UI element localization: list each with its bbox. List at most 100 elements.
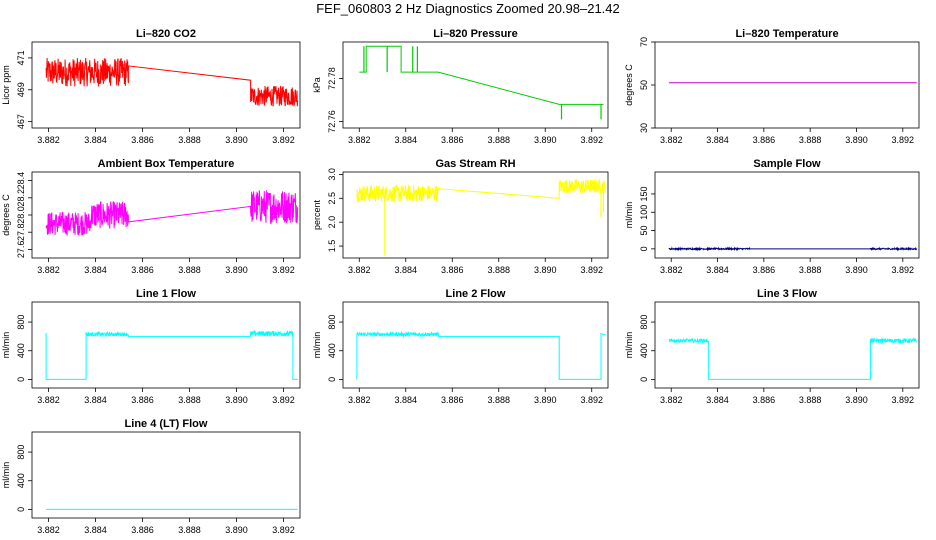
chart-title: Li–820 CO2 (136, 28, 196, 40)
y-tick-label: 469 (16, 82, 26, 97)
x-tick-label: 3.882 (348, 395, 371, 405)
x-tick-label: 3.882 (37, 265, 60, 275)
x-tick-label: 3.884 (84, 135, 107, 145)
chart-title: Line 3 Flow (757, 288, 817, 300)
plot-frame (342, 171, 609, 259)
chart-panel-1: Li–820 CO2 Licor ppm 3.882 3.884 3.886 3.888 3… (1, 28, 301, 145)
x-tick-label: 3.886 (131, 525, 154, 535)
plot-frame (31, 431, 301, 519)
chart-panel-2: Li–820 Pressure kPa 3.882 3.884 3.886 3.888 3.… (312, 28, 609, 145)
data-series-line (359, 45, 604, 105)
x-tick-label: 3.892 (580, 135, 603, 145)
y-tick-label: 467 (16, 114, 26, 129)
data-series-line (45, 329, 298, 380)
data-series-line (668, 246, 918, 252)
y-tick-label: 0 (639, 246, 649, 251)
y-axis-label: degrees C (624, 64, 634, 106)
plot-frame (654, 171, 920, 259)
x-tick-label: 3.892 (892, 395, 915, 405)
y-tick-label: 150 (639, 186, 649, 201)
chart-title: Li–820 Temperature (735, 28, 838, 40)
y-tick-label: 2.5 (327, 192, 337, 205)
x-tick-label: 3.882 (660, 265, 683, 275)
y-tick-label: 400 (16, 473, 26, 488)
chart-title: Gas Stream RH (435, 158, 515, 170)
x-tick-label: 3.888 (487, 395, 510, 405)
y-tick-label: 72.78 (327, 67, 337, 90)
x-tick-label: 3.892 (272, 265, 295, 275)
chart-title: Sample Flow (753, 158, 821, 170)
chart-title: Ambient Box Temperature (98, 158, 235, 170)
y-tick-label: 400 (327, 343, 337, 358)
plot-frame (342, 301, 609, 389)
chart-title: Line 1 Flow (136, 288, 196, 300)
x-tick-label: 3.882 (660, 395, 683, 405)
x-tick-label: 3.884 (394, 135, 417, 145)
x-tick-label: 3.886 (441, 395, 464, 405)
y-tick-label: 3.0 (327, 168, 337, 181)
x-tick-label: 3.884 (706, 265, 729, 275)
y-axis-label: degrees C (1, 194, 11, 236)
x-tick-label: 3.890 (845, 395, 868, 405)
y-axis-label: ml/min (624, 332, 634, 359)
y-tick-label: 2.0 (327, 216, 337, 229)
y-tick-label: 0 (16, 507, 26, 512)
x-tick-label: 3.886 (131, 395, 154, 405)
plot-frame (654, 41, 920, 129)
x-tick-label: 3.882 (660, 135, 683, 145)
y-tick-label: 28.0 (16, 206, 26, 224)
y-tick-label: 400 (16, 343, 26, 358)
x-tick-label: 3.882 (348, 135, 371, 145)
y-tick-label: 70 (639, 37, 649, 47)
figure-title: FEF_060803 2 Hz Diagnostics Zoomed 20.98… (316, 1, 620, 16)
y-tick-label: 100 (639, 205, 649, 220)
x-tick-label: 3.888 (178, 265, 201, 275)
x-tick-label: 3.882 (37, 525, 60, 535)
x-tick-label: 3.882 (348, 265, 371, 275)
x-tick-label: 3.882 (37, 135, 60, 145)
y-tick-label: 30 (639, 123, 649, 133)
x-tick-label: 3.890 (534, 135, 557, 145)
x-tick-label: 3.888 (799, 135, 822, 145)
x-tick-label: 3.890 (534, 395, 557, 405)
y-axis-label: kPa (312, 77, 322, 93)
y-tick-label: 800 (16, 445, 26, 460)
plot-frame (31, 301, 301, 389)
chart-panel-4: Ambient Box Temperature degrees C 3.882 3.8… (1, 158, 301, 275)
x-tick-label: 3.888 (178, 395, 201, 405)
y-tick-label: 28.4 (16, 172, 26, 190)
plot-frame (342, 41, 609, 129)
data-series-line (356, 330, 606, 380)
chart-panel-10: Line 4 (LT) Flow ml/min 3.882 3.884 3.886 3.8… (1, 418, 301, 535)
x-tick-label: 3.886 (441, 135, 464, 145)
y-tick-label: 800 (327, 315, 337, 330)
y-tick-label: 400 (639, 343, 649, 358)
x-tick-label: 3.890 (845, 265, 868, 275)
x-tick-label: 3.886 (131, 135, 154, 145)
x-tick-label: 3.888 (487, 265, 510, 275)
plot-frame (31, 41, 301, 129)
x-tick-label: 3.892 (272, 525, 295, 535)
x-tick-label: 3.884 (394, 265, 417, 275)
x-tick-label: 3.890 (225, 135, 248, 145)
data-series-line (668, 336, 918, 380)
x-tick-label: 3.886 (753, 395, 776, 405)
x-tick-label: 3.890 (225, 525, 248, 535)
chart-panel-3: Li–820 Temperature degrees C 3.882 3.884 3.8… (624, 28, 920, 145)
x-tick-label: 3.888 (178, 525, 201, 535)
x-tick-label: 3.892 (580, 265, 603, 275)
x-tick-label: 3.890 (225, 395, 248, 405)
data-series-line (45, 190, 299, 236)
x-tick-label: 3.892 (580, 395, 603, 405)
y-tick-label: 0 (327, 377, 337, 382)
y-axis-label: Licor ppm (1, 65, 11, 105)
y-axis-label: ml/min (1, 462, 11, 489)
x-tick-label: 3.888 (799, 395, 822, 405)
chart-panel-5: Gas Stream RH percent 3.882 3.884 3.886 3.888… (312, 158, 609, 275)
x-tick-label: 3.890 (534, 265, 557, 275)
x-tick-label: 3.884 (84, 265, 107, 275)
y-tick-label: 27.8 (16, 223, 26, 241)
y-tick-label: 800 (639, 315, 649, 330)
x-tick-label: 3.882 (37, 395, 60, 405)
